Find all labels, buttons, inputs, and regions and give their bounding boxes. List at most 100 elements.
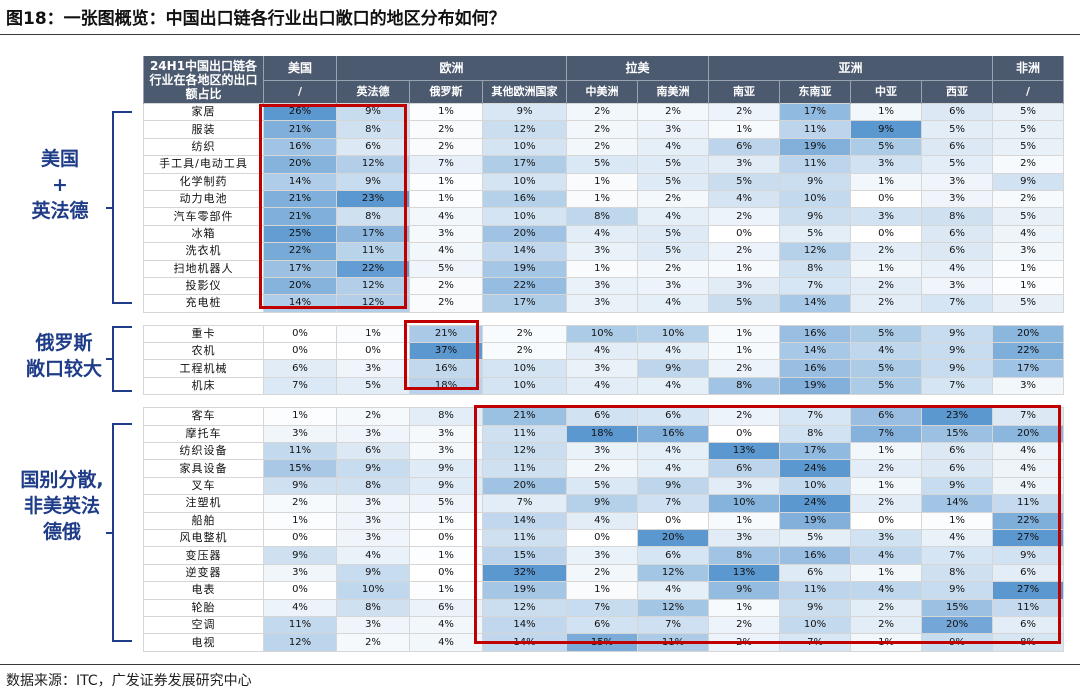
heat-cell: 5% (779, 528, 852, 548)
heat-cell: 4% (992, 476, 1065, 496)
heat-cell: 22% (263, 242, 337, 261)
heat-cell: 0% (409, 563, 483, 583)
heat-cell: 3% (409, 442, 483, 461)
heat-cell: 9% (921, 324, 994, 344)
heat-cell: 21% (263, 120, 337, 139)
heat-cell: 12% (336, 294, 410, 313)
region-header-row: 24H1中国出口链各行业在各地区的出口额占比 美国 欧洲 拉美 亚洲 非洲 (143, 56, 1065, 104)
group-label-line: + (52, 174, 68, 196)
heat-cell: 3% (409, 424, 483, 444)
heat-cell: 3% (336, 511, 410, 530)
heat-cell: 9% (263, 476, 337, 496)
heat-cell: 2% (409, 120, 483, 139)
heat-cell: 6% (921, 137, 994, 157)
heat-cell: 0% (409, 528, 483, 548)
column-header: 东南亚 (779, 80, 852, 104)
heat-cell: 9% (779, 172, 852, 191)
table-row: 摩托车 3% 3% 3% 11% 18% 16% 0% 8% 7% 15% 20% (143, 424, 1065, 444)
heat-cell: 0% (708, 224, 781, 244)
table-row: 化学制药 14% 9% 1% 10% 1% 5% 5% 9% 1% 3% 9% (143, 172, 1065, 191)
heat-cell: 5% (850, 376, 923, 396)
heat-cell: 9% (263, 546, 337, 565)
heat-cell: 3% (708, 276, 781, 296)
heat-cell: 14% (481, 633, 568, 652)
table-row: 船舶 1% 3% 1% 14% 4% 0% 1% 19% 0% 1% 22% (143, 511, 1065, 530)
heat-cell: 9% (336, 102, 410, 122)
heat-cell: 7% (779, 633, 852, 652)
heat-cell: 1% (263, 407, 337, 426)
row-label: 家具设备 (143, 459, 264, 478)
heat-cell: 9% (566, 494, 639, 513)
heat-cell: 24% (779, 459, 852, 478)
heat-cell: 1% (850, 563, 923, 583)
heat-cell: 8% (336, 207, 410, 226)
row-label: 电视 (143, 633, 264, 652)
corner-header: 24H1中国出口链各行业在各地区的出口额占比 (143, 56, 264, 104)
heat-cell: 4% (409, 615, 483, 635)
heat-cell: 21% (263, 189, 337, 209)
heat-cell: 2% (481, 342, 568, 361)
heat-cell: 4% (850, 342, 923, 361)
heat-cell: 1% (409, 102, 483, 122)
heat-cell: 5% (921, 155, 994, 174)
row-label: 扫地机器人 (143, 259, 264, 278)
heat-cell: 20% (263, 276, 337, 296)
row-label: 电表 (143, 581, 264, 600)
row-label: 化学制药 (143, 172, 264, 191)
heat-cell: 8% (779, 259, 852, 278)
table-row: 轮胎 4% 8% 6% 12% 7% 12% 1% 9% 2% 15% 11% (143, 598, 1065, 617)
heat-cell: 5% (409, 494, 483, 513)
heat-cell: 3% (850, 155, 923, 174)
row-label: 纺织 (143, 137, 264, 157)
table-row: 风电整机 0% 3% 0% 11% 0% 20% 3% 5% 3% 4% 27% (143, 528, 1065, 548)
heat-cell: 3% (336, 359, 410, 378)
heat-cell: 18% (409, 376, 483, 396)
heat-cell: 3% (336, 494, 410, 513)
heat-cell: 2% (566, 120, 639, 139)
heat-cell: 4% (566, 224, 639, 244)
heat-cell: 15% (921, 424, 994, 444)
heat-cell: 22% (992, 342, 1065, 361)
heat-cell: 11% (481, 528, 568, 548)
heat-cell: 5% (708, 172, 781, 191)
heat-cell: 4% (992, 459, 1065, 478)
heat-cell: 1% (409, 189, 483, 209)
heat-cell: 3% (992, 376, 1065, 396)
row-label: 家居 (143, 102, 264, 122)
group-label-line: 德俄 (42, 521, 81, 543)
group-label-2: 俄罗斯 敞口较大 (18, 330, 110, 382)
heat-cell: 6% (921, 224, 994, 244)
heat-cell: 8% (921, 207, 994, 226)
row-label: 洗衣机 (143, 242, 264, 261)
row-label: 变压器 (143, 546, 264, 565)
heat-cell: 1% (708, 259, 781, 278)
heat-cell: 5% (409, 259, 483, 278)
group-label-line: 敞口较大 (25, 358, 102, 380)
heat-cell: 6% (992, 615, 1065, 635)
heat-cell: 3% (921, 189, 994, 209)
heat-cell: 7% (992, 407, 1065, 426)
heat-cell: 1% (850, 442, 923, 461)
heat-cell: 7% (481, 494, 568, 513)
row-label: 服装 (143, 120, 264, 139)
heat-cell: 1% (850, 259, 923, 278)
heat-cell: 1% (409, 511, 483, 530)
heat-cell: 5% (992, 294, 1065, 313)
heat-cell: 14% (779, 342, 852, 361)
heat-cell: 2% (263, 494, 337, 513)
heat-cell: 2% (850, 598, 923, 617)
heat-cell: 16% (637, 424, 710, 444)
heat-cell: 1% (263, 511, 337, 530)
heat-cell: 6% (566, 407, 639, 426)
row-label: 充电桩 (143, 294, 264, 313)
row-label: 投影仪 (143, 276, 264, 296)
heat-cell: 8% (708, 546, 781, 565)
row-label: 汽车零部件 (143, 207, 264, 226)
heat-cell: 6% (921, 242, 994, 261)
row-label: 轮胎 (143, 598, 264, 617)
heat-cell: 9% (336, 172, 410, 191)
heat-cell: 6% (850, 407, 923, 426)
heat-cell: 12% (481, 120, 568, 139)
heat-cell: 2% (481, 324, 568, 344)
heat-cell: 4% (566, 511, 639, 530)
